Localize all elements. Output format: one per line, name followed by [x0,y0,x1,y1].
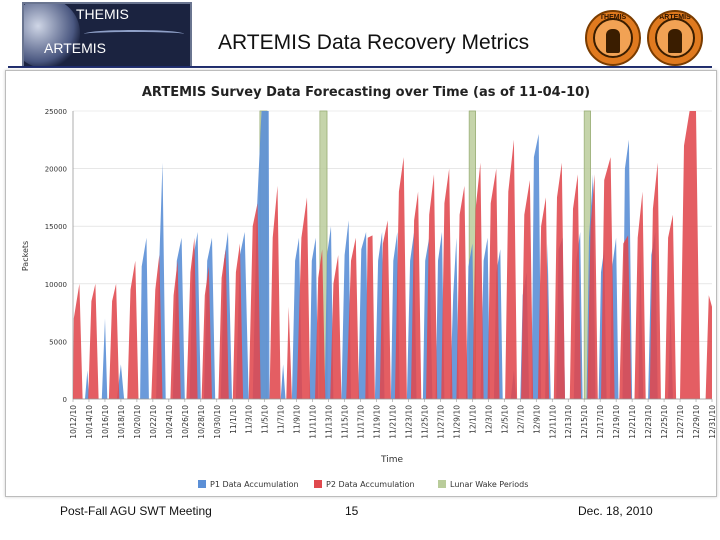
x-tick-label: 10/20/10 [133,405,142,439]
x-tick-label: 12/15/10 [580,405,589,439]
artemis-seal-logo: ARTEMIS [647,10,703,66]
x-tick-label: 10/26/10 [181,405,190,439]
x-tick-label: 11/21/10 [389,405,398,439]
x-tick-label: 12/27/10 [676,405,685,439]
footer-page-number: 15 [345,504,359,518]
x-tick-label: 11/15/10 [341,405,350,439]
themis-artemis-logo: THEMIS ARTEMIS [22,2,192,68]
x-tick-label: 10/12/10 [69,405,78,439]
x-tick-label: 12/7/10 [516,405,525,434]
y-tick-label: 20000 [45,166,67,174]
forecast-chart: ARTEMIS Survey Data Forecasting over Tim… [21,85,716,489]
slide-title: ARTEMIS Data Recovery Metrics [218,31,530,54]
y-tick-label: 10000 [45,281,67,289]
footer-meeting-name: Post-Fall AGU SWT Meeting [60,504,212,518]
x-tick-label: 11/11/10 [309,405,318,439]
x-tick-label: 10/14/10 [85,405,94,439]
legend-p1-swatch [198,480,206,488]
x-tick-label: 11/17/10 [357,405,366,439]
legend-p2-label: P2 Data Accumulation [326,480,415,489]
x-tick-label: 11/29/10 [452,405,461,439]
y-tick-label: 5000 [49,338,67,346]
x-tick-label: 11/13/10 [325,405,334,439]
x-tick-label: 10/18/10 [117,405,126,439]
x-tick-label: 12/1/10 [468,405,477,434]
x-tick-label: 12/17/10 [596,405,605,439]
legend-p1-label: P1 Data Accumulation [210,480,299,489]
p2-data-area [73,111,712,399]
themis-seal-logo: THEMIS [585,10,641,66]
x-axis-label: Time [380,455,403,465]
x-tick-label: 10/22/10 [149,405,158,439]
logo-bottom-text: ARTEMIS [44,40,106,56]
y-axis-label: Packets [21,241,30,271]
x-tick-label: 12/23/10 [644,405,653,439]
y-tick-label: 25000 [45,108,67,116]
chart-title: ARTEMIS Survey Data Forecasting over Tim… [142,85,590,100]
seal-figure [606,29,620,53]
x-tick-label: 10/30/10 [213,405,222,439]
legend-p2-swatch [314,480,322,488]
x-tick-label: 11/1/10 [229,405,238,434]
x-tick-label: 11/27/10 [436,405,445,439]
x-tick-label: 11/7/10 [277,405,286,434]
legend-lunar-wake-label: Lunar Wake Periods [450,480,528,489]
x-tick-label: 11/3/10 [245,405,254,434]
x-tick-label: 12/31/10 [708,405,716,439]
x-tick-label: 10/24/10 [165,405,174,439]
x-tick-label: 11/25/10 [420,405,429,439]
x-tick-label: 11/9/10 [293,405,302,434]
p1-data-area [73,111,712,399]
x-tick-label: 12/19/10 [612,405,621,439]
seal-label: THEMIS [599,14,627,21]
x-tick-label: 12/5/10 [500,405,509,434]
x-tick-label: 12/11/10 [548,405,557,439]
seal-label: ARTEMIS [659,14,691,21]
header-divider [8,66,712,68]
logo-top-text: THEMIS [76,6,129,22]
y-tick-label: 15000 [45,223,67,231]
x-tick-label: 11/23/10 [404,405,413,439]
globe-graphic [24,4,80,66]
x-tick-label: 12/29/10 [692,405,701,439]
seal-figure [668,29,682,53]
x-tick-label: 11/19/10 [373,405,382,439]
x-tick-label: 10/16/10 [101,405,110,439]
footer-date: Dec. 18, 2010 [578,504,653,518]
header: THEMIS ARTEMIS ARTEMIS Data Recovery Met… [0,0,720,70]
orbit-arc-graphic [84,30,184,38]
chart-frame: ARTEMIS Survey Data Forecasting over Tim… [5,70,717,497]
legend-lunar-wake-swatch [438,480,446,488]
x-tick-label: 12/3/10 [484,405,493,434]
x-tick-label: 11/5/10 [261,405,270,434]
x-tick-label: 12/21/10 [628,405,637,439]
x-tick-label: 10/28/10 [197,405,206,439]
x-tick-label: 12/9/10 [532,405,541,434]
x-tick-label: 12/25/10 [660,405,669,439]
x-tick-label: 12/13/10 [564,405,573,439]
y-tick-label: 0 [63,396,67,404]
